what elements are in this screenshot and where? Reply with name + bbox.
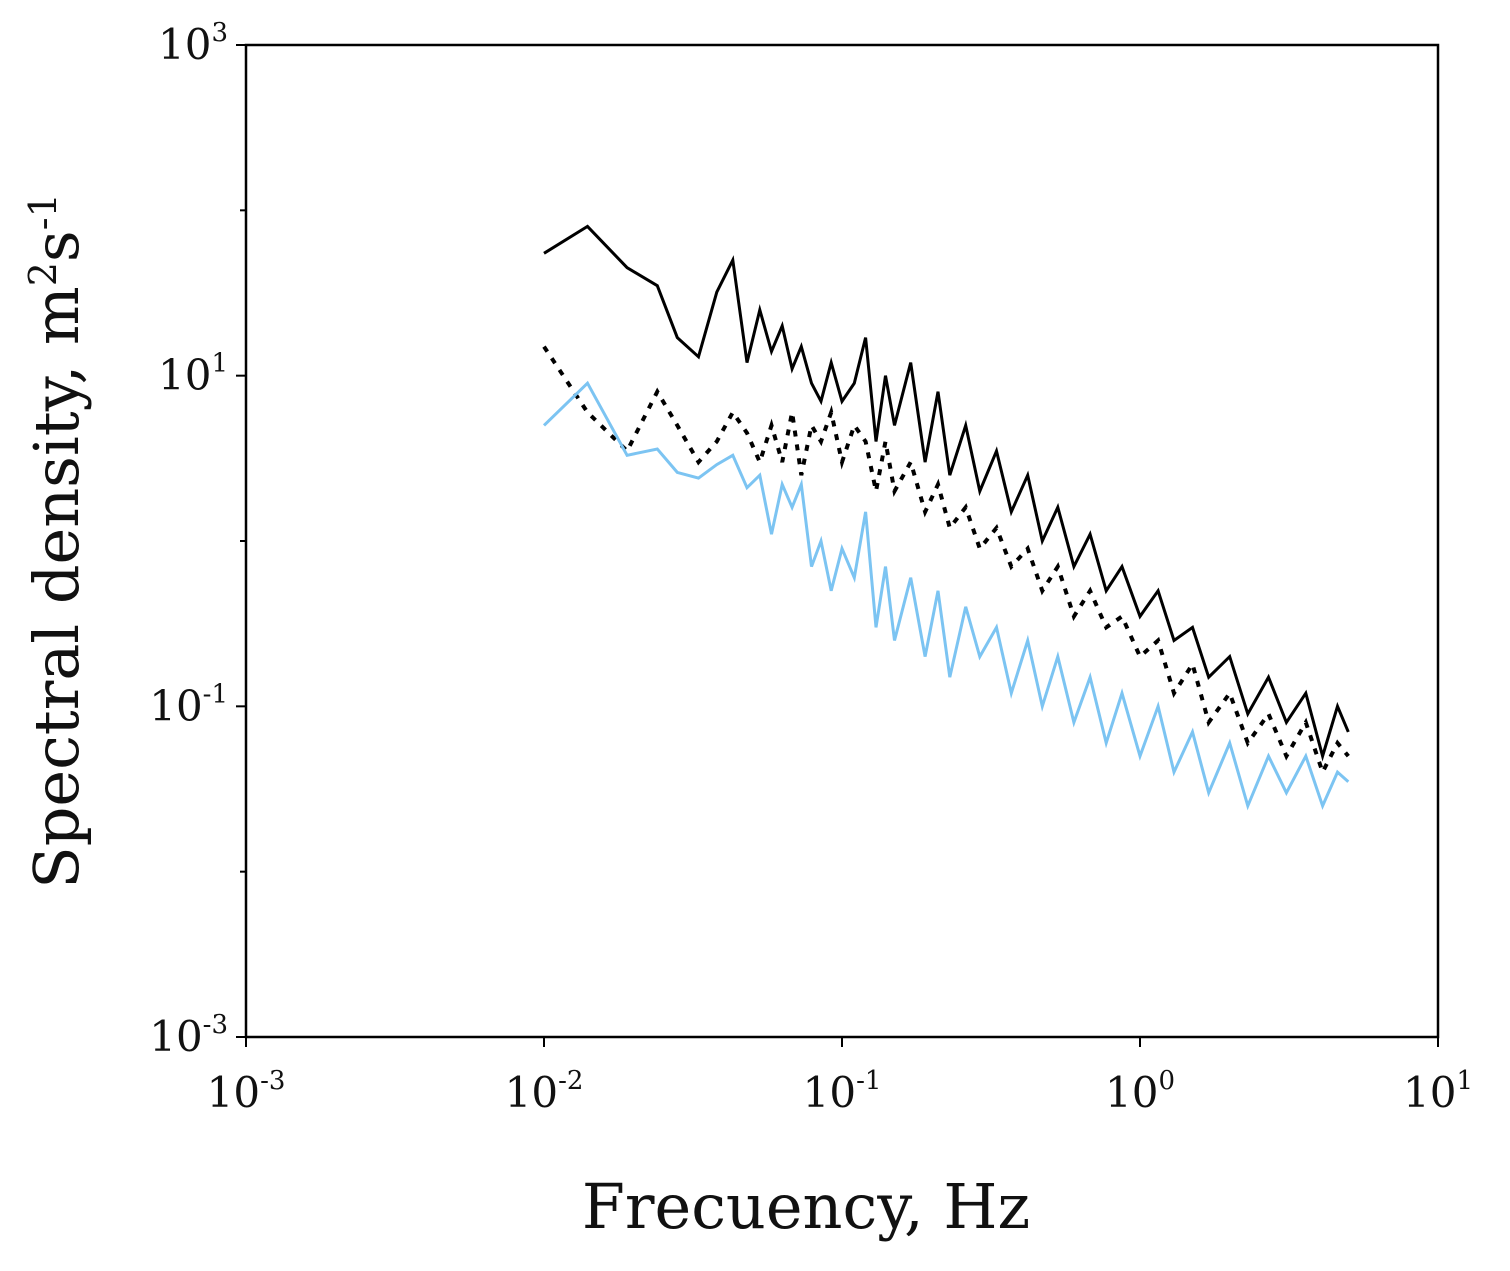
plot-area-frame <box>244 43 1440 1039</box>
x-tick-exponent: -1 <box>856 1066 881 1096</box>
y-axis-title-sup1: 2 <box>21 262 65 286</box>
x-tick-label: 10-3 <box>207 1066 286 1117</box>
x-axis-title: Frecuency, Hz <box>582 1170 1030 1243</box>
series-line-series-light-blue <box>542 380 1350 811</box>
x-tick-label: 10-1 <box>803 1066 882 1117</box>
y-tick-exponent: 3 <box>211 18 228 48</box>
y-tick-exponent: -1 <box>203 679 228 709</box>
x-tick-exponent: 1 <box>1456 1066 1473 1096</box>
x-tick-base: 10 <box>1105 1068 1158 1117</box>
y-tick-base: 10 <box>158 20 211 69</box>
axis-ticks <box>236 44 1439 1047</box>
y-tick-label: 10-1 <box>149 679 228 730</box>
y-tick-label: 101 <box>158 349 228 400</box>
y-axis-title-sup2: -1 <box>21 193 65 230</box>
x-tick-label: 100 <box>1105 1066 1175 1117</box>
x-tick-label: 10-2 <box>505 1066 584 1117</box>
series-line-series-solid-black <box>543 224 1350 762</box>
y-axis-title-mid: s <box>20 230 93 262</box>
y-tick-exponent: -3 <box>203 1010 228 1040</box>
series-layer <box>542 224 1350 811</box>
y-tick-base: 10 <box>158 351 211 400</box>
x-tick-exponent: -2 <box>558 1066 583 1096</box>
x-tick-base: 10 <box>1403 1068 1456 1117</box>
x-tick-exponent: -3 <box>260 1066 285 1096</box>
x-tick-label: 101 <box>1403 1066 1473 1117</box>
series-line-series-dotted-black <box>542 345 1350 778</box>
y-tick-label: 10-3 <box>149 1010 228 1061</box>
y-tick-label: 103 <box>158 18 228 69</box>
x-tick-base: 10 <box>803 1068 856 1117</box>
x-tick-base: 10 <box>505 1068 558 1117</box>
y-tick-exponent: 1 <box>211 349 228 379</box>
x-tick-base: 10 <box>207 1068 260 1117</box>
x-tick-exponent: 0 <box>1158 1066 1175 1096</box>
y-axis-title: Spectral density, m2s-1 <box>20 193 93 889</box>
y-tick-base: 10 <box>149 1012 202 1061</box>
y-axis-title-base: Spectral density, m <box>20 286 93 889</box>
y-tick-base: 10 <box>149 681 202 730</box>
